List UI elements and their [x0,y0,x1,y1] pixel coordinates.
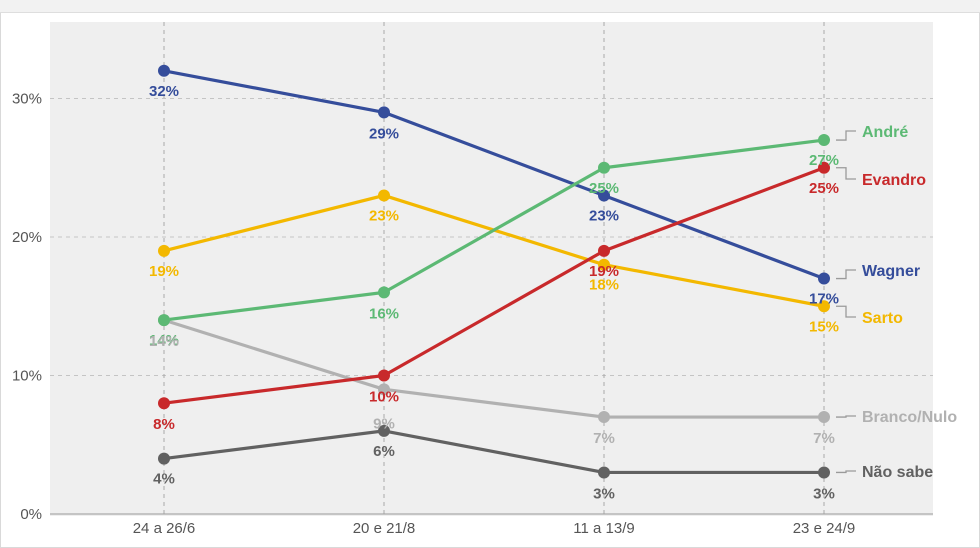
data-label: 3% [593,485,615,502]
data-point [378,189,390,202]
series-line-0 [163,138,825,322]
data-point [818,161,830,174]
legend-connector [836,470,856,474]
data-point [598,466,610,479]
y-tick-label: 0% [20,506,42,523]
data-label: 32% [149,83,179,100]
data-point [378,369,390,382]
data-point [378,383,390,396]
legend: André Evandro Wagner Sarto Branco/Nulo Não sa… [836,124,957,481]
data-label: 25% [589,180,619,197]
x-tick-label: 24 a 26/6 [133,520,196,537]
y-tick-label: 30% [12,91,42,108]
legend-connector [836,415,856,418]
data-label: 19% [589,263,619,280]
legend-label: Sarto [862,310,903,327]
data-label: 9% [373,415,395,432]
data-label: 6% [373,443,395,460]
data-point [378,424,390,437]
series-line-2 [163,69,825,281]
plot-area [50,22,933,516]
series-points [158,64,830,479]
y-tick-label: 20% [12,229,42,246]
data-label: 7% [593,430,615,447]
legend-label: Branco/Nulo [862,409,957,426]
y-tick-label: 10% [12,368,42,385]
data-point [598,244,610,257]
data-point [818,466,830,479]
data-label: 25% [809,180,839,197]
data-label: 14% [149,332,179,349]
series-line-4 [163,318,824,419]
data-label: 23% [589,207,619,224]
series-line-5 [163,429,824,475]
x-tick-label: 11 a 13/9 [573,520,634,537]
data-label: 7% [813,430,835,447]
legend-label: Não sabe [862,464,933,481]
data-point [158,397,170,410]
data-label: 3% [813,485,835,502]
data-point [378,286,390,299]
data-point [818,411,830,424]
data-point [158,314,170,327]
data-label: 18% [589,277,619,294]
y-axis-ticks: 0% 10% 20% 30% [12,91,42,524]
data-label: 10% [369,389,399,406]
legend-connector [836,269,856,280]
x-axis-ticks: 24 a 26/6 20 e 21/8 11 a 13/9 23 e 24/9 [133,520,856,537]
legend-connector [836,130,856,141]
data-label: 23% [369,207,399,224]
data-point [598,258,610,271]
data-point [818,134,830,147]
data-point [598,411,610,424]
data-point [818,300,830,313]
legend-connector [836,167,856,180]
data-point [818,272,830,285]
legend-label: André [862,124,908,141]
x-tick-label: 20 e 21/8 [353,520,416,537]
top-bar [0,0,980,13]
data-label: 27% [809,152,839,169]
data-label: 8% [153,416,175,433]
data-point [378,106,390,119]
data-point [158,244,170,257]
legend-label: Wagner [862,263,920,280]
legend-label: Evandro [862,172,926,189]
data-label: 29% [369,125,399,142]
data-label: 4% [153,471,175,488]
data-labels: 32% 29% 23% 17% 19% 23% 18% 15% 9% 7% 7% 14% 16% 25% 2… [149,83,839,503]
data-point [158,64,170,77]
x-tick-label: 23 e 24/9 [793,520,856,537]
data-label: 15% [809,318,839,335]
data-label: 19% [149,263,179,280]
grid-lines [50,22,933,515]
data-point [598,189,610,202]
data-point [598,161,610,174]
legend-connector [836,305,856,318]
data-label: 17% [809,291,839,308]
data-point [158,452,170,465]
data-label: 16% [369,305,399,322]
data-label: 14% [149,333,179,350]
series-lines [163,69,825,475]
series-line-1 [163,166,825,405]
